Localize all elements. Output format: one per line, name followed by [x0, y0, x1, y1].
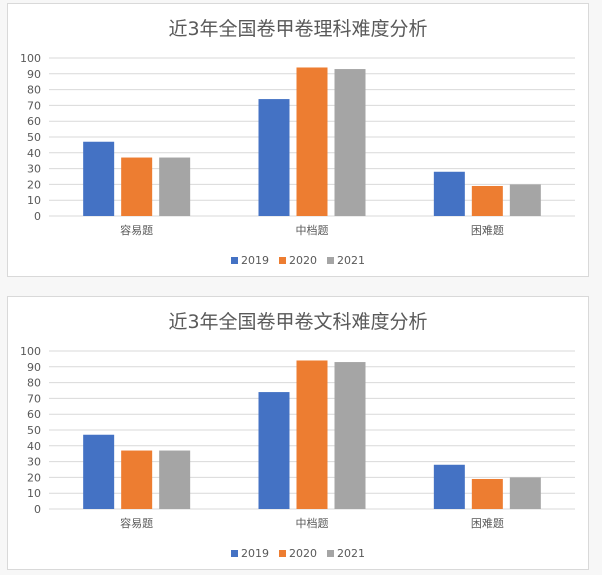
legend: 2019 2020 2021 [8, 547, 588, 560]
bar-2020-0 [121, 450, 153, 509]
chart-panel-liberal-arts: 近3年全国卷甲卷文科难度分析 0 10 20 30 40 50 60 70 80 90 100 容易题… [7, 296, 589, 570]
legend-item-2021: 2021 [327, 254, 365, 267]
x-category-label: 中档题 [296, 516, 329, 530]
y-tick-label: 20 [27, 178, 41, 191]
x-category-label: 困难题 [471, 517, 504, 530]
y-tick-label: 0 [34, 503, 41, 516]
legend-swatch-2019 [231, 550, 238, 557]
y-tick-label: 100 [20, 345, 41, 358]
y-tick-label: 10 [27, 487, 41, 500]
bar-2021-2 [509, 184, 541, 216]
legend-label: 2020 [289, 254, 317, 267]
y-tick-label: 70 [27, 99, 41, 112]
bar-2019-0 [83, 434, 115, 509]
legend-item-2020: 2020 [279, 254, 317, 267]
legend-swatch-2020 [279, 550, 286, 557]
bar-2021-1 [334, 362, 366, 509]
legend-swatch-2019 [231, 257, 238, 264]
y-tick-label: 70 [27, 392, 41, 405]
y-tick-label: 50 [27, 131, 41, 144]
bar-2019-1 [258, 99, 290, 216]
y-tick-label: 80 [27, 377, 41, 390]
bar-2021-1 [334, 69, 366, 216]
y-tick-label: 30 [27, 163, 41, 176]
chart-panel-science: 近3年全国卷甲卷理科难度分析 0 10 20 30 40 50 60 70 80 90 100 容易题… [7, 3, 589, 277]
legend-label: 2020 [289, 547, 317, 560]
legend-swatch-2020 [279, 257, 286, 264]
y-tick-label: 40 [27, 147, 41, 160]
legend-item-2020: 2020 [279, 547, 317, 560]
bar-2021-0 [159, 450, 191, 509]
y-tick-label: 10 [27, 194, 41, 207]
bar-2020-0 [121, 157, 153, 216]
legend-item-2019: 2019 [231, 547, 269, 560]
bar-2020-1 [296, 360, 328, 509]
chart-title: 近3年全国卷甲卷理科难度分析 [168, 18, 428, 40]
legend: 2019 2020 2021 [8, 254, 588, 267]
plot-area: 0 10 20 30 40 50 60 70 80 90 100 容易题 中档题 困难题 [20, 52, 575, 237]
bar-2020-2 [471, 478, 503, 509]
legend-label: 2021 [337, 254, 365, 267]
bar-2020-1 [296, 67, 328, 216]
chart-title: 近3年全国卷甲卷文科难度分析 [168, 311, 428, 333]
y-tick-label: 20 [27, 471, 41, 484]
y-tick-label: 60 [27, 408, 41, 421]
x-category-label: 容易题 [120, 516, 153, 530]
y-tick-label: 100 [20, 52, 41, 65]
bar-2021-2 [509, 477, 541, 509]
legend-label: 2019 [241, 547, 269, 560]
bar-2020-2 [471, 185, 503, 216]
y-tick-label: 0 [34, 210, 41, 223]
legend-label: 2021 [337, 547, 365, 560]
legend-item-2019: 2019 [231, 254, 269, 267]
bar-2019-2 [433, 171, 465, 216]
x-category-label: 困难题 [471, 224, 504, 237]
y-tick-label: 90 [27, 68, 41, 81]
y-tick-label: 60 [27, 115, 41, 128]
x-category-label: 容易题 [120, 223, 153, 237]
bar-2021-0 [159, 157, 191, 216]
legend-label: 2019 [241, 254, 269, 267]
x-category-label: 中档题 [296, 223, 329, 237]
bar-2019-0 [83, 141, 115, 216]
y-tick-label: 50 [27, 424, 41, 437]
y-tick-label: 40 [27, 440, 41, 453]
legend-swatch-2021 [327, 550, 334, 557]
bar-2019-1 [258, 392, 290, 509]
legend-swatch-2021 [327, 257, 334, 264]
legend-item-2021: 2021 [327, 547, 365, 560]
y-tick-label: 30 [27, 456, 41, 469]
y-tick-label: 90 [27, 361, 41, 374]
bar-2019-2 [433, 464, 465, 509]
y-tick-label: 80 [27, 84, 41, 97]
plot-area: 0 10 20 30 40 50 60 70 80 90 100 容易题 中档题 困难题 [20, 345, 575, 530]
